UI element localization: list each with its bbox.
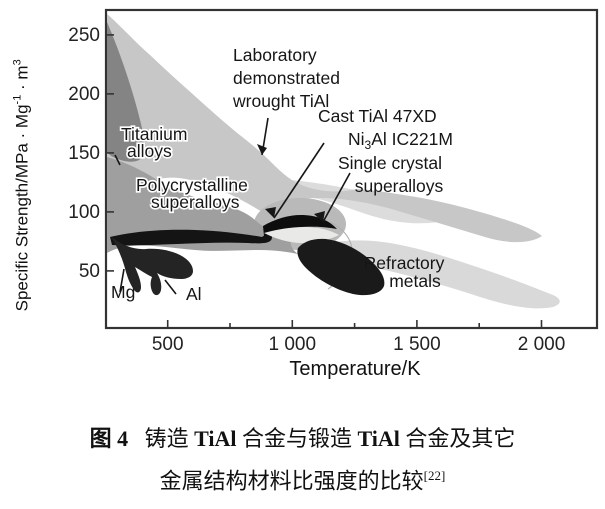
svg-text:superalloys: superalloys (355, 176, 444, 196)
svg-text:Refractory: Refractory (364, 253, 445, 273)
svg-text:1 000: 1 000 (269, 334, 317, 355)
svg-text:200: 200 (68, 84, 100, 105)
svg-text:150: 150 (68, 143, 100, 164)
svg-text:2 000: 2 000 (518, 334, 566, 355)
svg-text:100: 100 (68, 202, 100, 223)
svg-text:Ni3Al IC221M: Ni3Al IC221M (348, 129, 453, 152)
svg-text:metals: metals (389, 271, 441, 291)
svg-text:Mg: Mg (111, 282, 135, 302)
svg-text:Laboratory: Laboratory (233, 45, 317, 65)
svg-text:alloys: alloys (127, 141, 172, 161)
svg-text:500: 500 (152, 334, 184, 355)
svg-text:1 500: 1 500 (393, 334, 441, 355)
svg-text:wrought TiAl: wrought TiAl (232, 91, 329, 111)
svg-text:Temperature/K: Temperature/K (289, 358, 421, 380)
svg-text:superalloys: superalloys (151, 192, 240, 212)
svg-text:50: 50 (79, 261, 100, 282)
svg-text:demonstrated: demonstrated (233, 68, 340, 88)
svg-text:Al: Al (186, 284, 202, 304)
svg-text:250: 250 (68, 25, 100, 46)
svg-text:Cast TiAl 47XD: Cast TiAl 47XD (318, 106, 437, 126)
svg-text:Single crystal: Single crystal (338, 153, 442, 173)
